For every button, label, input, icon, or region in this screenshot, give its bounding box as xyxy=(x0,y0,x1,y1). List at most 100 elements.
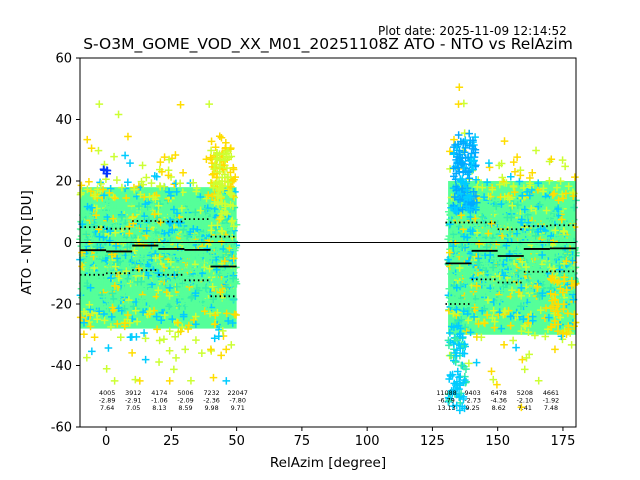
data-point xyxy=(223,297,232,305)
data-point xyxy=(126,159,134,167)
data-point xyxy=(204,191,213,199)
data-point xyxy=(209,373,218,382)
data-point xyxy=(165,292,174,300)
data-point xyxy=(213,155,222,164)
data-point xyxy=(215,132,224,141)
data-point xyxy=(229,254,238,263)
data-point xyxy=(90,264,98,272)
data-point xyxy=(489,306,498,315)
data-point xyxy=(131,263,139,272)
data-point xyxy=(463,193,472,202)
data-point xyxy=(142,226,151,235)
data-point xyxy=(571,173,579,181)
data-point xyxy=(158,290,167,298)
data-point xyxy=(528,168,537,177)
data-point xyxy=(101,303,109,311)
data-point xyxy=(192,320,200,328)
data-point xyxy=(188,292,196,301)
data-point xyxy=(170,180,179,189)
data-point xyxy=(90,333,99,342)
bin-stat-mean: -4.36 xyxy=(490,397,507,405)
data-point xyxy=(551,226,560,235)
data-point xyxy=(83,202,92,211)
data-point xyxy=(512,343,520,352)
data-point xyxy=(542,252,550,261)
data-point xyxy=(207,254,216,263)
data-point xyxy=(478,213,487,221)
data-point xyxy=(514,248,522,257)
data-point xyxy=(100,191,108,200)
data-point xyxy=(550,189,558,198)
data-point xyxy=(563,248,572,256)
data-point xyxy=(198,221,207,230)
data-point xyxy=(454,131,463,139)
data-point xyxy=(108,289,117,298)
data-point xyxy=(487,367,496,376)
data-point xyxy=(469,257,478,266)
bin-stat-std: 9.98 xyxy=(204,404,218,412)
data-point xyxy=(229,202,237,210)
data-point xyxy=(217,133,226,142)
data-point xyxy=(191,218,200,227)
data-point xyxy=(189,178,198,187)
data-point xyxy=(498,286,507,295)
data-point xyxy=(134,245,143,253)
data-point xyxy=(522,354,531,362)
data-point xyxy=(210,165,218,173)
data-point xyxy=(81,289,90,297)
data-point xyxy=(490,255,498,264)
data-point xyxy=(558,156,567,164)
data-point xyxy=(449,297,457,306)
data-point xyxy=(508,286,516,295)
data-point xyxy=(554,300,563,309)
data-point xyxy=(566,329,574,337)
data-point xyxy=(524,328,533,337)
data-point xyxy=(225,279,234,288)
data-point xyxy=(469,145,478,153)
data-point xyxy=(486,269,494,278)
data-point xyxy=(445,248,454,257)
data-point xyxy=(207,137,216,146)
data-point xyxy=(550,234,559,242)
data-point xyxy=(506,321,515,330)
data-point xyxy=(96,178,104,187)
data-point xyxy=(504,234,512,243)
data-point xyxy=(479,280,488,288)
data-point xyxy=(118,213,126,221)
data-point xyxy=(114,296,122,304)
data-point xyxy=(185,265,194,274)
data-point xyxy=(170,365,178,374)
data-point xyxy=(550,264,558,273)
data-point xyxy=(180,198,188,207)
data-point xyxy=(222,309,231,318)
data-point xyxy=(228,208,236,217)
data-point xyxy=(528,275,537,284)
data-point xyxy=(178,299,186,308)
data-point xyxy=(462,179,470,188)
data-point xyxy=(538,251,546,259)
data-point xyxy=(229,274,237,283)
data-point xyxy=(481,319,489,328)
data-point xyxy=(210,320,219,329)
data-point xyxy=(520,205,529,214)
data-point xyxy=(104,221,113,230)
data-point xyxy=(502,179,511,187)
data-point xyxy=(523,270,532,279)
data-point xyxy=(93,204,101,213)
data-point xyxy=(156,200,164,208)
data-point xyxy=(562,257,571,265)
data-point xyxy=(494,298,502,306)
data-point xyxy=(169,278,178,287)
data-point xyxy=(156,158,165,166)
data-point xyxy=(506,221,514,230)
data-point xyxy=(77,285,86,293)
data-point xyxy=(164,212,173,221)
data-point xyxy=(144,271,153,280)
data-point xyxy=(195,252,204,261)
data-point xyxy=(480,291,489,300)
data-point xyxy=(142,254,150,263)
data-point xyxy=(224,178,233,187)
data-point xyxy=(159,274,168,283)
data-point xyxy=(92,211,100,220)
data-point xyxy=(499,246,508,255)
